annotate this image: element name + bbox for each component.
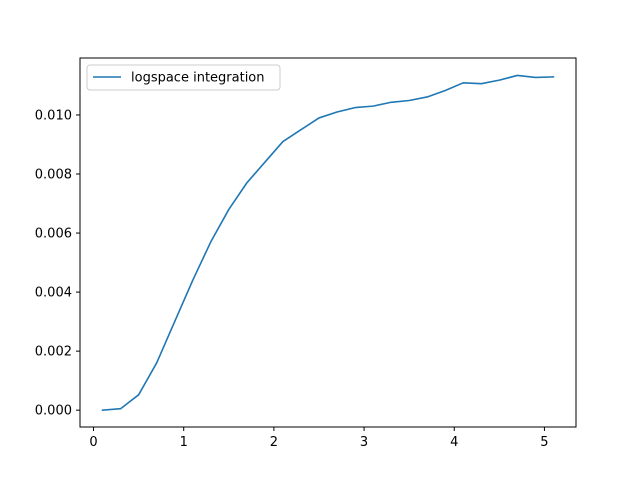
x-tick-label: 5 (540, 435, 548, 450)
legend-label: logspace integration (131, 71, 265, 86)
x-tick-label: 3 (360, 435, 368, 450)
x-tick-label: 1 (180, 435, 188, 450)
y-tick-label: 0.008 (35, 168, 72, 183)
plot-frame (79, 57, 577, 428)
x-axis: 0 1 2 3 4 5 (89, 427, 549, 450)
x-tick-label: 4 (450, 435, 458, 450)
legend: logspace integration (86, 64, 281, 91)
x-tick-label: 2 (270, 435, 278, 450)
series-line (101, 74, 555, 412)
legend-box (86, 64, 281, 91)
y-tick-label: 0.000 (35, 404, 72, 419)
y-tick-label: 0.002 (35, 345, 72, 360)
y-tick-label: 0.004 (35, 286, 72, 301)
x-tick-label: 0 (89, 435, 97, 450)
y-axis: 0.000 0.002 0.004 0.006 0.008 0.010 (35, 108, 80, 419)
y-tick-label: 0.010 (35, 108, 72, 123)
y-tick-label: 0.006 (35, 227, 72, 242)
